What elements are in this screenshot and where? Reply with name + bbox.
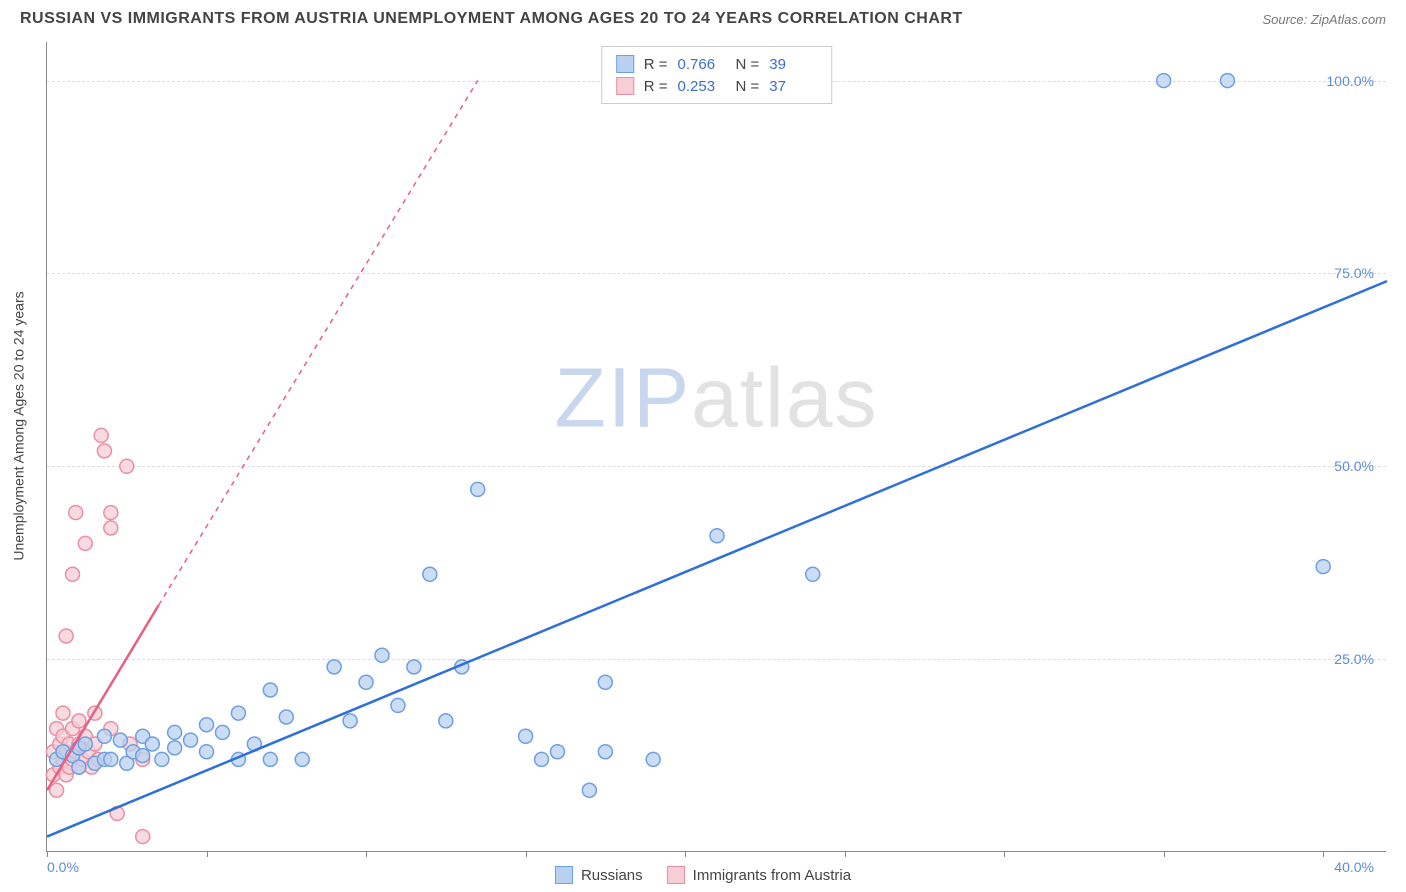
data-point (359, 675, 373, 689)
data-point (1220, 74, 1234, 88)
data-point (231, 706, 245, 720)
data-point (69, 506, 83, 520)
data-point (136, 749, 150, 763)
r-value-russians: 0.766 (678, 56, 726, 73)
legend-row-russians: R = 0.766 N = 39 (616, 53, 818, 75)
data-point (646, 752, 660, 766)
data-point (598, 675, 612, 689)
legend-row-austria: R = 0.253 N = 37 (616, 75, 818, 97)
data-point (343, 714, 357, 728)
legend-swatch-icon (555, 866, 573, 884)
data-point (582, 783, 596, 797)
x-tick-mark (685, 851, 686, 857)
legend-swatch-austria (616, 77, 634, 95)
data-point (200, 718, 214, 732)
data-point (1157, 74, 1171, 88)
data-point (423, 567, 437, 581)
data-point (375, 648, 389, 662)
data-point (120, 459, 134, 473)
x-tick-mark (366, 851, 367, 857)
n-label: N = (736, 78, 760, 95)
data-point (471, 482, 485, 496)
data-point (59, 629, 73, 643)
data-point (215, 725, 229, 739)
data-point (104, 752, 118, 766)
data-point (263, 683, 277, 697)
data-point (113, 733, 127, 747)
x-tick-mark (1164, 851, 1165, 857)
series-legend: Russians Immigrants from Austria (555, 866, 851, 884)
x-tick-mark (526, 851, 527, 857)
n-value-russians: 39 (769, 56, 817, 73)
data-point (200, 745, 214, 759)
data-point (279, 710, 293, 724)
data-point (184, 733, 198, 747)
chart-plot-area: ZIPatlas 25.0%50.0%75.0%100.0% R = 0.766… (46, 42, 1386, 852)
r-label: R = (644, 56, 668, 73)
legend-label-russians: Russians (581, 867, 643, 884)
source-attribution: Source: ZipAtlas.com (1262, 12, 1386, 27)
x-axis-min-label: 0.0% (47, 859, 79, 875)
legend-swatch-russians (616, 55, 634, 73)
regression-line-russians (47, 281, 1387, 836)
x-tick-mark (47, 851, 48, 857)
data-point (1316, 560, 1330, 574)
data-point (72, 714, 86, 728)
data-point (78, 737, 92, 751)
r-value-austria: 0.253 (678, 78, 726, 95)
data-point (295, 752, 309, 766)
data-point (710, 529, 724, 543)
legend-item-austria: Immigrants from Austria (667, 866, 851, 884)
n-label: N = (736, 56, 760, 73)
data-point (327, 660, 341, 674)
data-point (407, 660, 421, 674)
y-axis-label: Unemployment Among Ages 20 to 24 years (11, 291, 27, 560)
x-axis-max-label: 40.0% (1334, 859, 1374, 875)
data-point (263, 752, 277, 766)
r-label: R = (644, 78, 668, 95)
data-point (391, 698, 405, 712)
data-point (104, 506, 118, 520)
data-point (97, 729, 111, 743)
data-point (56, 706, 70, 720)
data-point (66, 567, 80, 581)
data-point (598, 745, 612, 759)
data-point (168, 725, 182, 739)
correlation-legend: R = 0.766 N = 39 R = 0.253 N = 37 (601, 46, 833, 104)
regression-line-austria-dashed (159, 81, 478, 606)
data-point (550, 745, 564, 759)
data-point (439, 714, 453, 728)
x-tick-mark (207, 851, 208, 857)
data-point (50, 783, 64, 797)
data-point (136, 830, 150, 844)
data-point (535, 752, 549, 766)
data-point (155, 752, 169, 766)
data-point (78, 536, 92, 550)
scatter-plot-svg (47, 42, 1386, 851)
n-value-austria: 37 (769, 78, 817, 95)
x-tick-mark (1004, 851, 1005, 857)
chart-title: RUSSIAN VS IMMIGRANTS FROM AUSTRIA UNEMP… (20, 10, 963, 28)
x-tick-mark (1323, 851, 1324, 857)
data-point (806, 567, 820, 581)
data-point (104, 521, 118, 535)
legend-item-russians: Russians (555, 866, 643, 884)
data-point (97, 444, 111, 458)
data-point (519, 729, 533, 743)
data-point (145, 737, 159, 751)
x-tick-mark (845, 851, 846, 857)
data-point (94, 428, 108, 442)
legend-swatch-icon (667, 866, 685, 884)
data-point (168, 741, 182, 755)
legend-label-austria: Immigrants from Austria (693, 867, 851, 884)
data-point (72, 760, 86, 774)
